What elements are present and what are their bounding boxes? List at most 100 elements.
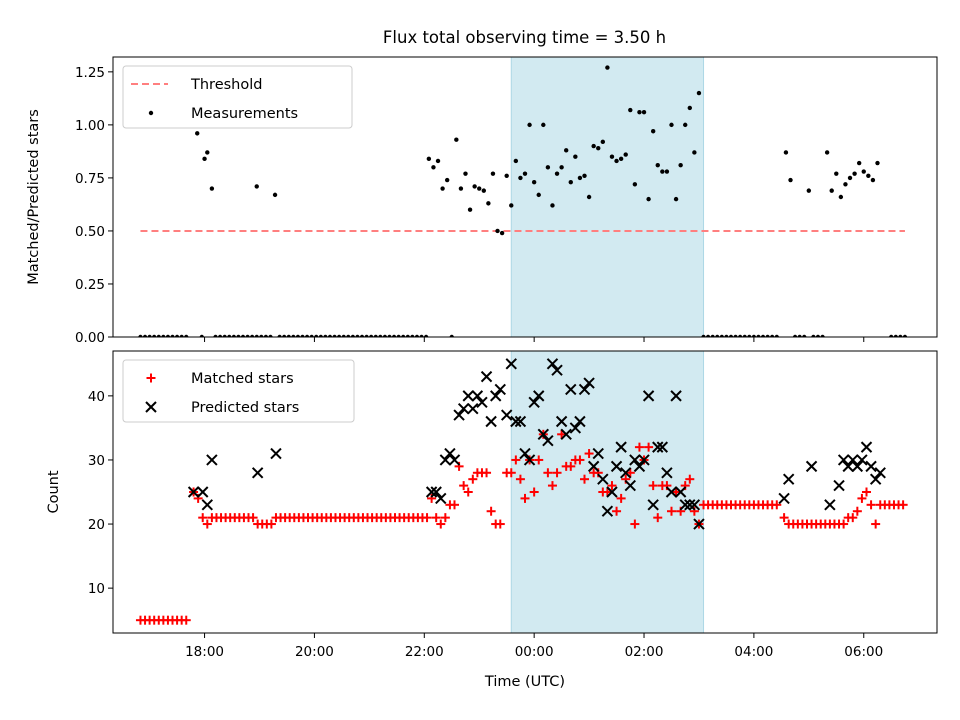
matched-point <box>511 455 521 465</box>
measurement-point <box>323 334 328 337</box>
x-b <box>620 467 632 479</box>
matched-point <box>584 449 594 459</box>
measurement-point <box>309 334 314 337</box>
measurement-point <box>815 334 821 337</box>
measurement-point <box>522 171 528 176</box>
measurement-point <box>249 334 255 337</box>
matched-point <box>459 481 469 491</box>
measurement-point <box>259 334 264 337</box>
measurement-point <box>843 182 848 187</box>
matched-point <box>482 468 492 478</box>
measurement-point <box>254 184 259 189</box>
measurement-point <box>174 334 180 337</box>
matched-point <box>529 487 539 497</box>
predicted-point <box>505 358 517 370</box>
measurement-point <box>440 186 445 191</box>
y-axis-label: Matched/Predicted stars <box>26 109 42 285</box>
x-b <box>652 441 664 453</box>
predicted-point <box>457 402 470 415</box>
measurement-point <box>687 105 692 111</box>
predicted-point <box>606 486 618 498</box>
matched-point <box>653 513 663 523</box>
measurement-point <box>591 143 596 149</box>
measurement-point <box>582 173 587 178</box>
top-panel: 0.00 0.25 0.50 0.75 1.00 1.25 Matched/Predicte… <box>26 56 938 346</box>
measurement-point <box>861 169 866 174</box>
measurement-point <box>664 169 670 174</box>
measurement-point <box>449 334 454 337</box>
measurement-point <box>875 160 880 166</box>
measurement-point <box>202 156 207 162</box>
x-tick-label: 20:00 <box>295 644 334 660</box>
predicted-point <box>494 383 506 396</box>
y-tick-label: 30 <box>88 453 105 469</box>
matched-point <box>685 474 695 484</box>
legend-measurement-swatch <box>148 110 154 116</box>
measurement-point <box>724 334 729 337</box>
matched-point <box>515 474 525 484</box>
y-tick-label: 1.25 <box>75 65 105 81</box>
measurement-point <box>792 334 798 337</box>
matched-point <box>779 513 789 523</box>
measurement-point <box>605 65 610 70</box>
measurement-point <box>240 334 246 337</box>
x-tick-label: 02:00 <box>625 644 664 660</box>
measurement-point <box>236 334 241 337</box>
predicted-point <box>555 415 568 428</box>
matched-point <box>495 519 505 529</box>
y-tick-label: 10 <box>88 581 105 597</box>
measurement-point <box>350 334 356 337</box>
predicted-point <box>569 422 582 434</box>
x-b <box>782 473 795 485</box>
predicted-point <box>847 454 859 466</box>
measurement-point <box>678 162 683 168</box>
measurement-point <box>531 179 537 185</box>
x-b <box>869 473 882 485</box>
measurement-point <box>314 334 319 337</box>
predicted-point <box>462 390 474 402</box>
predicted-point <box>601 505 614 517</box>
predicted-point <box>629 454 641 466</box>
measurement-point <box>295 334 301 337</box>
predicted-point <box>551 364 563 376</box>
measurement-point <box>332 334 337 337</box>
matched-point <box>547 481 557 491</box>
measurement-point <box>165 334 171 337</box>
measurement-point <box>382 334 388 337</box>
predicted-point <box>574 415 586 428</box>
x-b <box>425 486 438 498</box>
measurement-point <box>893 334 898 337</box>
predicted-point <box>448 454 461 466</box>
measurement-point <box>889 334 894 337</box>
x-b <box>476 396 488 408</box>
x-b <box>638 454 650 466</box>
measurement-point <box>268 334 273 337</box>
predicted-point <box>444 447 456 460</box>
legend-label: Predicted stars <box>191 400 299 416</box>
predicted-point <box>476 396 488 408</box>
matched-point <box>671 487 681 497</box>
measurement-point <box>742 334 747 337</box>
measurement-point <box>852 171 857 176</box>
predicted-point <box>597 473 609 485</box>
measurement-point <box>156 334 161 337</box>
legend-label: Threshold <box>190 77 262 93</box>
predicted-point <box>510 415 522 428</box>
measurement-point <box>199 334 205 337</box>
predicted-point <box>514 415 527 428</box>
measurement-point <box>898 334 903 337</box>
legend-predicted-swatch <box>145 401 157 413</box>
measurement-point <box>618 156 624 162</box>
x-b <box>485 415 497 428</box>
x-b <box>444 447 456 460</box>
matched-point <box>862 487 872 497</box>
measurement-point <box>152 334 157 337</box>
legend-box <box>122 359 355 423</box>
measurement-point <box>138 334 143 337</box>
x-b <box>201 499 214 511</box>
measurement-point <box>346 334 351 337</box>
measurement-point <box>527 122 532 128</box>
matched-point <box>557 429 567 439</box>
matched-point <box>607 481 617 491</box>
